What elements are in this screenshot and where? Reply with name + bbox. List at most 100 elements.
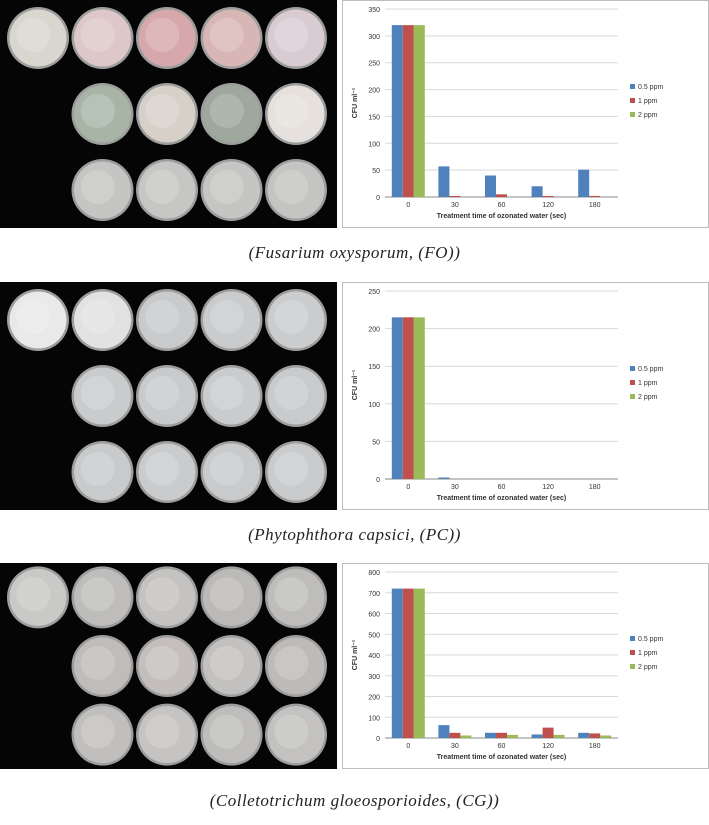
petri-dish-icon [203, 443, 260, 501]
petri-dish-icon [267, 9, 325, 67]
colony-highlight-icon [145, 169, 180, 204]
x-axis-title: Treatment time of ozonated water (sec) [437, 213, 567, 220]
colony-highlight-icon [209, 577, 244, 612]
petri-dish-icon-group [0, 282, 337, 510]
legend-swatch [630, 636, 635, 641]
bar-1-ppm-60 [496, 194, 507, 197]
petri-dish-icon-group [0, 563, 337, 769]
x-tick-label: 180 [589, 484, 601, 491]
petri-dish-icon [74, 291, 131, 349]
bar-1-ppm-0 [402, 588, 414, 738]
colony-highlight-icon [145, 645, 180, 680]
figure-caption: (Colletotrichum gloeosporioides, (CG)) [209, 791, 500, 810]
petri-dish-icon [203, 9, 260, 67]
petri-dish-icon [203, 161, 260, 219]
bar-chart-cg: 0 100 200 300 400 500 600 700 800 0 30 60 120 180 Trea… [342, 563, 709, 769]
bar-chart-pc: 0 50 100 150 200 250 0 30 60 120 180 Treatment time… [342, 282, 709, 510]
petri-dish-icon [203, 637, 260, 695]
x-tick-label: 0 [406, 202, 410, 209]
x-tick-label: 0 [406, 743, 410, 750]
y-tick-label: 100 [368, 402, 380, 409]
x-tick-label: 30 [451, 202, 459, 209]
colony-highlight-icon [145, 93, 180, 128]
colony-highlight-icon [274, 169, 309, 204]
bar-1-ppm-30 [449, 195, 461, 197]
bar-2-ppm-0 [413, 25, 425, 197]
colony-highlight-icon [209, 93, 244, 128]
x-tick-label: 180 [589, 743, 601, 750]
y-tick-label: 250 [368, 289, 380, 296]
bar-0.5-ppm-60 [485, 175, 496, 197]
colony-highlight-icon [80, 451, 115, 486]
x-axis-title: Treatment time of ozonated water (sec) [437, 495, 567, 502]
legend-swatch [630, 650, 635, 655]
petri-dish-icon [9, 568, 67, 626]
panel-pc: 0 50 100 150 200 250 0 30 60 120 180 Treatment time… [0, 282, 709, 552]
bar-0.5-ppm-0 [391, 317, 403, 479]
bar-0.5-ppm-0 [391, 588, 403, 738]
petri-dish-icon [138, 291, 196, 349]
x-tick-label: 120 [542, 484, 554, 491]
x-tick-label: 60 [498, 743, 506, 750]
bar-0.5-ppm-30 [438, 477, 450, 479]
legend-label: 2 ppm [638, 664, 658, 671]
bar-2-ppm-0 [413, 588, 425, 738]
petri-dish-icon [74, 706, 131, 764]
legend-swatch [630, 84, 635, 89]
petri-dish-icon [203, 85, 260, 143]
petri-dish-icon [74, 367, 131, 425]
petri-dish-icon [138, 706, 196, 764]
colony-highlight-icon [80, 299, 115, 334]
plates-photo-pc [0, 282, 337, 510]
bar-1-ppm-120 [542, 727, 554, 738]
colony-highlight-icon [80, 375, 115, 410]
colony-highlight-icon [274, 299, 309, 334]
colony-highlight-icon [80, 577, 115, 612]
petri-dish-icon [267, 161, 325, 219]
y-tick-label: 250 [368, 61, 380, 68]
colony-highlight-icon [145, 451, 180, 486]
plates-photo-fo [0, 0, 337, 228]
colony-highlight-icon [209, 17, 244, 52]
y-tick-label: 0 [376, 477, 380, 484]
bar-2-ppm-120 [553, 734, 565, 738]
legend-label: 2 ppm [638, 112, 658, 119]
bar-1-ppm-30 [449, 732, 461, 738]
petri-dish-icon [203, 367, 260, 425]
colony-highlight-icon [145, 714, 180, 749]
legend-swatch [630, 380, 635, 385]
y-tick-label: 100 [368, 141, 380, 148]
y-tick-label: 50 [372, 439, 380, 446]
x-tick-label: 30 [451, 484, 459, 491]
y-tick-label: 0 [376, 195, 380, 202]
petri-dish-icon [138, 161, 196, 219]
colony-highlight-icon [145, 375, 180, 410]
colony-highlight-icon [145, 577, 180, 612]
colony-highlight-icon [16, 577, 51, 612]
bar-0.5-ppm-0 [391, 25, 403, 197]
bar-2-ppm-30 [460, 735, 472, 738]
petri-dish-icon [267, 443, 325, 501]
petri-dish-icon [9, 9, 67, 67]
bar-2-ppm-0 [413, 317, 425, 479]
y-tick-label: 350 [368, 7, 380, 14]
y-tick-label: 300 [368, 674, 380, 681]
x-tick-label: 0 [406, 484, 410, 491]
y-tick-label: 700 [368, 591, 380, 598]
y-axis-title: CFU ml⁻¹ [352, 87, 359, 118]
y-tick-label: 200 [368, 88, 380, 95]
legend-label: 1 ppm [638, 650, 658, 657]
colony-highlight-icon [145, 299, 180, 334]
bar-chart-fo: 0 50 100 150 200 250 300 350 0 30 60 120 180 Treatmen… [342, 0, 709, 228]
bar-0.5-ppm-30 [438, 166, 450, 197]
y-tick-label: 800 [368, 570, 380, 577]
bar-1-ppm-0 [402, 317, 414, 479]
bar-1-ppm-180 [589, 733, 601, 738]
petri-dish-icon [267, 637, 325, 695]
legend-swatch [630, 112, 635, 117]
petri-dish-icon [138, 9, 196, 67]
colony-highlight-icon [209, 299, 244, 334]
y-tick-label: 500 [368, 632, 380, 639]
petri-dish-icon [138, 367, 196, 425]
y-tick-label: 100 [368, 715, 380, 722]
